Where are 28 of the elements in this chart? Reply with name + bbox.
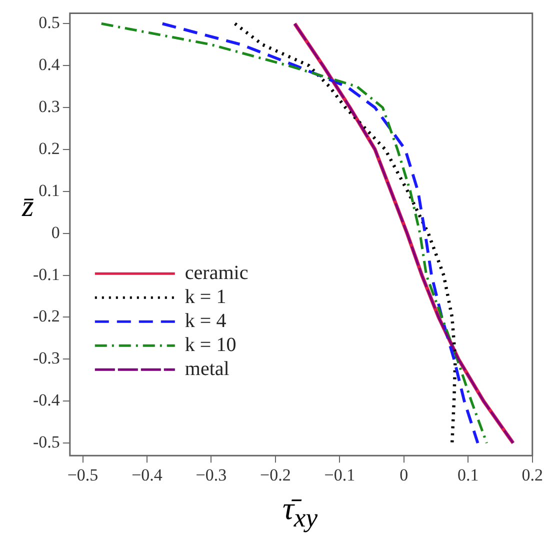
line-series — [160, 22, 480, 444]
y-tick-label: -0.1 — [32, 264, 60, 284]
x-tick-label: −0.1 — [324, 465, 356, 484]
y-tick-label: 0 — [51, 222, 60, 242]
y-tick-label: -0.4 — [32, 390, 60, 410]
x-tick-label: −0.5 — [67, 465, 98, 484]
x-tick-label: −0.2 — [260, 465, 291, 484]
legend-label: metal — [184, 358, 230, 380]
x-tick-label: −0.4 — [132, 465, 163, 484]
y-tick-label: 0.3 — [38, 97, 60, 116]
x-tick-label: −0.3 — [196, 465, 227, 484]
y-tick-label: 0.2 — [38, 138, 60, 158]
y-tick-label: -0.5 — [32, 432, 60, 452]
y-tick-label: -0.3 — [32, 348, 60, 368]
x-tick-label: 0.2 — [522, 465, 543, 484]
y-axis-title: z̄ — [22, 190, 34, 224]
y-tick-label: 0.1 — [38, 180, 60, 200]
legend-label: k = 10 — [184, 334, 236, 356]
legend-label: ceramic — [184, 262, 248, 284]
legend-label: k = 4 — [184, 310, 226, 332]
x-tick-label: 0.1 — [458, 465, 479, 484]
y-tick-label: 0.5 — [38, 13, 60, 32]
legend-label: k = 1 — [184, 286, 226, 308]
line-series — [100, 22, 488, 444]
x-tick-label: 0 — [400, 465, 408, 484]
y-tick-label: 0.4 — [38, 55, 60, 74]
x-axis-title: τ̄$_{xy}$ — [281, 490, 319, 534]
y-tick-label: -0.2 — [32, 306, 60, 326]
